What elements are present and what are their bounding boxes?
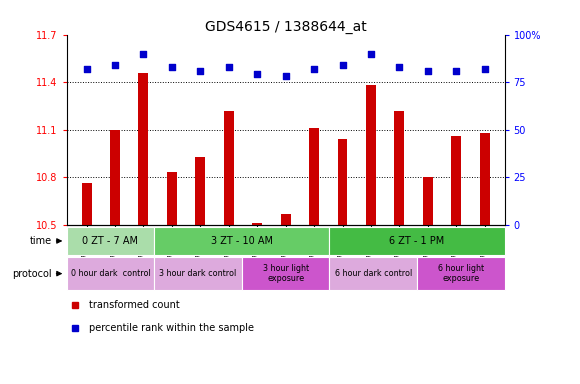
Text: 6 hour dark control: 6 hour dark control (335, 269, 412, 278)
Bar (167, 172, 177, 225)
Point (338, 62, 347, 68)
Bar (338, 139, 347, 225)
Bar (82, 184, 92, 225)
Text: 6 ZT - 1 PM: 6 ZT - 1 PM (389, 236, 445, 246)
Bar (329, 257, 417, 290)
Point (195, 68, 205, 74)
Point (110, 62, 119, 68)
Bar (154, 227, 329, 255)
Bar (154, 257, 242, 290)
Point (423, 68, 433, 74)
Bar (195, 157, 205, 225)
Bar (329, 227, 505, 255)
Bar (110, 130, 120, 225)
Point (367, 51, 376, 57)
Bar (366, 85, 376, 225)
Text: 3 ZT - 10 AM: 3 ZT - 10 AM (211, 236, 273, 246)
Point (310, 66, 319, 72)
Point (167, 64, 176, 70)
Text: 3 hour light
exposure: 3 hour light exposure (263, 264, 309, 283)
Bar (451, 136, 461, 225)
Bar (394, 111, 404, 225)
Point (252, 71, 262, 78)
Point (480, 66, 490, 72)
Text: 0 hour dark  control: 0 hour dark control (71, 269, 150, 278)
Point (139, 51, 148, 57)
Bar (423, 177, 433, 225)
Bar (281, 214, 291, 225)
Point (395, 64, 404, 70)
Title: GDS4615 / 1388644_at: GDS4615 / 1388644_at (205, 20, 367, 33)
Bar (139, 73, 148, 225)
Bar (224, 111, 234, 225)
Point (452, 68, 461, 74)
Point (224, 64, 233, 70)
Point (82, 66, 91, 72)
Text: 6 hour light
exposure: 6 hour light exposure (438, 264, 484, 283)
Text: 0 ZT - 7 AM: 0 ZT - 7 AM (82, 236, 139, 246)
Bar (67, 257, 154, 290)
Bar (242, 257, 329, 290)
Bar (309, 128, 319, 225)
Text: 3 hour dark control: 3 hour dark control (160, 269, 237, 278)
Bar (252, 223, 262, 225)
Text: protocol: protocol (13, 268, 52, 279)
Text: percentile rank within the sample: percentile rank within the sample (89, 323, 253, 333)
Text: transformed count: transformed count (89, 300, 179, 310)
Bar (480, 133, 490, 225)
Point (281, 73, 291, 79)
Bar (67, 227, 154, 255)
Bar (417, 257, 505, 290)
Text: time: time (30, 236, 52, 246)
